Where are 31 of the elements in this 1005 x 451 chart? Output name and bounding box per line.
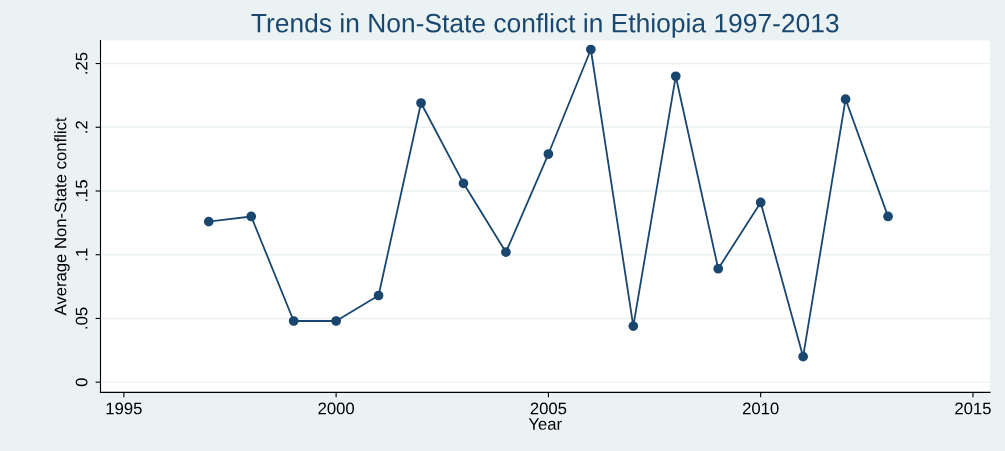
point (883, 211, 893, 222)
y-tick-label: .1 (75, 248, 88, 261)
point (670, 71, 681, 82)
point (840, 94, 851, 105)
point (203, 216, 214, 227)
y-axis-title: Average Non-State conflict (54, 117, 70, 316)
x-axis-title: Year (528, 418, 562, 430)
y-tick-label: .2 (75, 121, 88, 133)
point (416, 98, 426, 108)
point (713, 263, 724, 274)
y-tick-label: .05 (75, 307, 88, 329)
point (798, 351, 808, 362)
point (331, 316, 341, 326)
x-tick-label: 2015 (955, 402, 991, 415)
point (246, 211, 257, 222)
point (458, 178, 469, 189)
point (543, 149, 554, 159)
point (288, 316, 299, 326)
x-tick-label: 2000 (318, 402, 355, 415)
y-tick-label: .15 (75, 180, 88, 202)
y-tick-label: .25 (75, 52, 88, 74)
point (501, 247, 511, 258)
x-tick-label: 2005 (530, 402, 567, 415)
x-tick-label: 1995 (106, 402, 142, 415)
x-tick-label: 2010 (742, 402, 779, 415)
point (755, 197, 766, 208)
point (628, 321, 639, 331)
y-tick-label: 0 (75, 378, 88, 387)
point (373, 290, 384, 301)
point (585, 44, 596, 55)
chart-title: Trends in Non-State conflict in Ethiopia 1997-2013 (251, 13, 839, 38)
